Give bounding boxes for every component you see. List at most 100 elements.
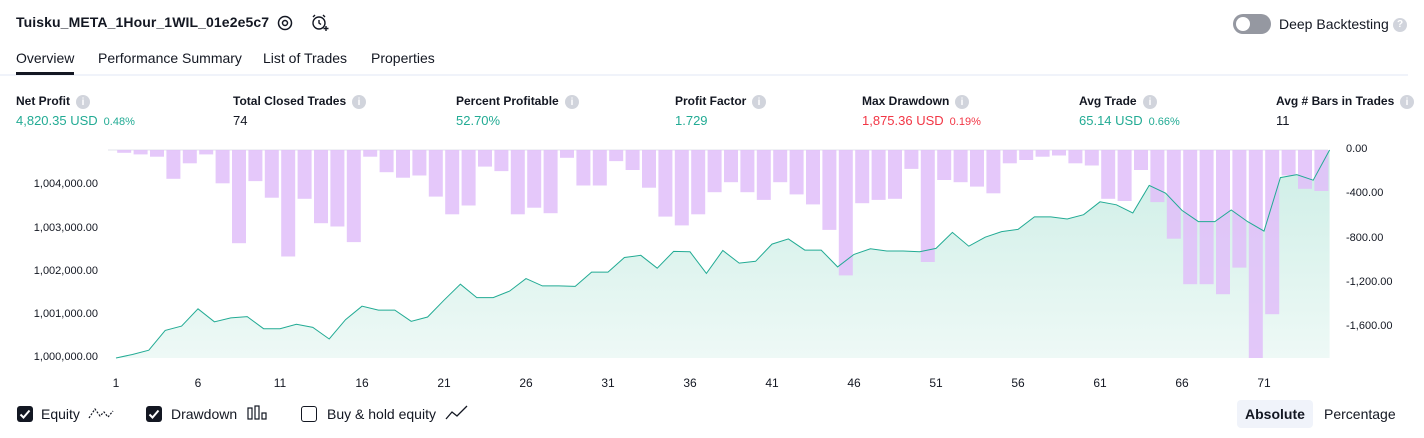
buy-hold-line-icon — [445, 404, 469, 427]
equity-point — [1033, 216, 1035, 218]
drawdown-bar — [970, 150, 984, 187]
x-axis-tick: 26 — [519, 376, 533, 390]
metric-value: 65.14 USD 0.66% — [1079, 113, 1180, 128]
drawdown-bar — [1183, 150, 1198, 285]
drawdown-bar — [510, 150, 525, 215]
x-axis-tick: 41 — [765, 376, 779, 390]
equity-checkbox[interactable] — [17, 406, 33, 422]
drawdown-bar — [182, 150, 197, 164]
equity-point — [1263, 230, 1265, 232]
equity-point — [919, 251, 921, 253]
equity-point — [837, 266, 839, 268]
equity-point — [574, 285, 576, 287]
drawdown-bar — [412, 150, 427, 176]
info-icon[interactable]: i — [955, 95, 969, 109]
equity-point — [1050, 216, 1052, 218]
equity-point — [640, 254, 642, 256]
metric-label: Total Closed Trades — [233, 94, 347, 108]
metric-label: Max Drawdown — [862, 94, 950, 108]
left-axis-tick: 1,000,000.00 — [33, 351, 98, 363]
drawdown-bar — [543, 150, 558, 214]
equity-legend-label: Equity — [41, 406, 80, 422]
drawdown-bar — [215, 150, 230, 184]
info-icon[interactable]: i — [1143, 95, 1157, 109]
equity-point — [787, 238, 789, 240]
info-icon[interactable]: ? — [1389, 16, 1407, 34]
equity-point — [722, 250, 724, 252]
metric-value-text: 65.14 USD — [1079, 113, 1143, 128]
equity-point — [1312, 179, 1314, 181]
metric-value: 1,875.36 USD 0.19% — [862, 113, 981, 128]
drawdown-bar — [773, 150, 788, 183]
left-axis-tick: 1,004,000.00 — [33, 178, 98, 191]
equity-point — [1230, 209, 1232, 211]
drawdown-bar — [642, 150, 656, 188]
deep-backtesting-toggle[interactable] — [1233, 14, 1271, 34]
left-axis-tick: 1,001,000.00 — [33, 307, 98, 320]
metric-label: Percent Profitable — [456, 94, 559, 108]
equity-point — [1099, 201, 1101, 203]
drawdown-bar — [1265, 150, 1280, 315]
buy-hold-checkbox[interactable] — [301, 406, 317, 422]
equity-point — [361, 305, 363, 307]
equity-point — [656, 267, 658, 269]
equity-point — [492, 297, 494, 299]
alarm-clock-plus-icon[interactable] — [309, 12, 331, 34]
tab-list-of-trades[interactable]: List of Trades — [263, 50, 348, 66]
tab-overview[interactable]: Overview — [16, 50, 75, 75]
metric-value: 4,820.35 USD 0.48% — [16, 113, 135, 128]
drawdown-bar — [855, 150, 870, 204]
equity-point — [1165, 192, 1167, 194]
equity-point — [623, 257, 625, 259]
drawdown-bar — [592, 150, 607, 186]
absolute-scale-button[interactable]: Absolute — [1237, 400, 1313, 428]
equity-point — [394, 309, 396, 311]
drawdown-bar — [1298, 150, 1312, 189]
metric-percent: 0.48% — [103, 116, 135, 128]
equity-point — [886, 250, 888, 252]
equity-point — [1001, 231, 1003, 233]
drawdown-checkbox[interactable] — [146, 406, 162, 422]
drawdown-bar — [904, 150, 919, 169]
drawdown-bar — [658, 150, 673, 217]
metric-value-text: 52.70% — [456, 113, 501, 128]
drawdown-bar — [789, 150, 804, 195]
x-axis-tick: 1 — [112, 376, 120, 390]
drawdown-bar — [478, 150, 492, 167]
equity-point — [476, 297, 478, 299]
equity-point — [968, 245, 970, 247]
percentage-scale-button[interactable]: Percentage — [1324, 406, 1396, 422]
equity-point — [607, 271, 609, 273]
drawdown-bar — [674, 150, 689, 226]
metric-value-text: 1,875.36 USD — [862, 113, 944, 128]
gear-icon[interactable] — [274, 12, 296, 34]
metric-value-text: 74 — [233, 113, 248, 128]
info-icon[interactable]: i — [752, 95, 766, 109]
deep-backtesting-label: Deep Backtesting — [1279, 16, 1389, 32]
equity-point — [1329, 149, 1331, 151]
info-icon[interactable]: i — [565, 95, 579, 109]
info-icon[interactable]: i — [352, 95, 366, 109]
x-axis-tick: 11 — [273, 376, 287, 390]
metric-value-text: 1.729 — [675, 113, 708, 128]
drawdown-bar — [346, 150, 361, 243]
drawdown-bar — [740, 150, 755, 193]
equity-point — [295, 323, 297, 325]
equity-point — [230, 317, 232, 319]
tab-performance-summary[interactable]: Performance Summary — [98, 50, 242, 66]
drawdown-bar — [707, 150, 722, 193]
metric-value: 74 — [233, 113, 247, 128]
drawdown-bar — [461, 150, 476, 206]
x-axis-tick: 36 — [683, 376, 697, 390]
drawdown-bar — [379, 150, 394, 173]
tab-properties[interactable]: Properties — [371, 50, 435, 66]
x-axis-tick: 46 — [847, 376, 861, 390]
drawdown-bar — [1199, 150, 1214, 285]
right-axis-tick: -1,600.00 — [1346, 320, 1393, 333]
info-icon[interactable]: i — [1400, 95, 1414, 109]
equity-point — [902, 250, 904, 252]
info-icon[interactable]: i — [76, 95, 90, 109]
equity-point — [1247, 221, 1249, 223]
equity-point — [1181, 209, 1183, 211]
drawdown-bar — [281, 150, 296, 257]
